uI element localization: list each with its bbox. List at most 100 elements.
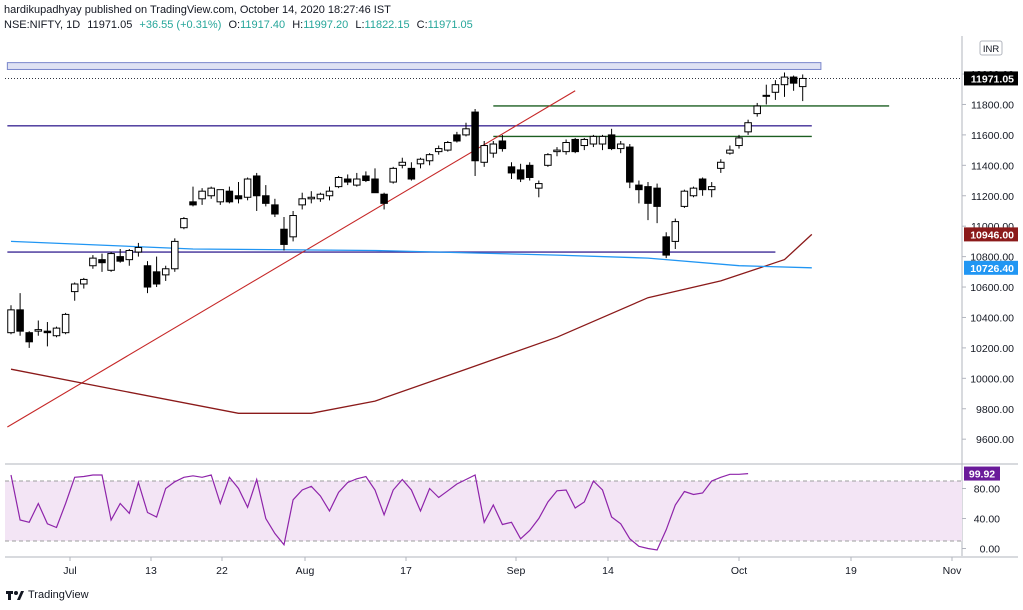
candle <box>598 134 607 151</box>
price-tick-label: 11800.00 <box>971 99 1014 111</box>
rsi-tick-label: 80.00 <box>974 484 1000 496</box>
candle-body <box>753 105 761 115</box>
tradingview-footer: TradingView <box>6 589 89 601</box>
close-value: 11971.05 <box>427 19 473 31</box>
time-tick-label: Sep <box>507 565 526 577</box>
candle <box>216 189 225 205</box>
candle-body <box>271 204 279 215</box>
price-tick-label: 11600.00 <box>971 130 1014 142</box>
currency-label: INR <box>983 44 1000 55</box>
candle <box>407 162 416 181</box>
candle-body <box>143 265 152 288</box>
candle <box>316 192 325 202</box>
candle-body <box>671 221 680 242</box>
candle <box>334 175 343 189</box>
candle <box>525 162 534 181</box>
candle-body <box>362 175 370 182</box>
candle <box>307 191 316 204</box>
time-tick-label: 22 <box>216 565 228 577</box>
candle <box>516 163 525 183</box>
candle-body <box>43 330 52 334</box>
candle <box>389 166 397 184</box>
candle <box>134 242 143 257</box>
candle-body <box>653 187 661 207</box>
candle <box>626 144 634 189</box>
candle <box>143 261 152 294</box>
currency-badge: INR <box>979 40 1003 56</box>
candle <box>471 109 479 176</box>
candle <box>544 153 552 167</box>
price-axis-label-box <box>964 71 1018 86</box>
candle <box>616 140 625 154</box>
candle <box>52 326 61 338</box>
candle <box>371 168 379 194</box>
candle <box>107 252 115 272</box>
candle-body <box>507 166 516 174</box>
candle <box>553 147 561 157</box>
candle <box>207 186 215 199</box>
candle-body <box>207 187 215 197</box>
candle <box>498 134 507 152</box>
candle <box>698 177 707 196</box>
candle-body <box>453 134 461 142</box>
resistance-zone <box>6 62 822 70</box>
price-axis-label-text: 10946.00 <box>970 229 1014 241</box>
candle-body <box>353 178 361 186</box>
candle <box>580 137 589 151</box>
open-label: O: <box>228 19 241 31</box>
candle <box>726 145 734 155</box>
candle <box>689 186 698 198</box>
candle-body <box>171 240 179 270</box>
candle-body <box>343 178 352 183</box>
candle-body <box>698 178 707 191</box>
candle <box>671 218 680 249</box>
candle <box>434 145 443 155</box>
change-value: +36.55 (+0.31%) <box>139 19 222 31</box>
candle-body <box>98 259 106 264</box>
candle-body <box>498 140 507 150</box>
candle-body <box>735 137 743 147</box>
candle <box>780 72 789 97</box>
price-axis-label-box <box>964 227 1018 242</box>
candle <box>644 182 652 221</box>
candle-body <box>70 283 79 293</box>
candle-body <box>598 135 607 145</box>
candle-body <box>152 271 161 285</box>
candle <box>453 131 461 143</box>
moving-average-fast <box>10 240 812 269</box>
candle-body <box>189 201 197 206</box>
candle <box>161 265 170 281</box>
candle <box>16 293 24 336</box>
candle <box>798 74 807 102</box>
candle <box>762 84 771 105</box>
candle <box>234 182 243 204</box>
candle-body <box>380 193 388 204</box>
candle-body <box>398 161 407 166</box>
price-axis-label: 10726.40 <box>964 260 1018 275</box>
rsi-tick-label: 0.00 <box>980 544 1001 556</box>
candle-body <box>289 215 297 238</box>
candle <box>717 159 725 173</box>
candle <box>7 305 15 335</box>
candle-body <box>16 309 24 332</box>
candle <box>152 256 161 288</box>
candle-body <box>707 186 716 191</box>
candle <box>480 140 488 167</box>
candle <box>298 192 306 210</box>
rsi-last-label-text: 99.92 <box>969 469 995 481</box>
low-value: 11822.15 <box>364 19 410 31</box>
candle-body <box>298 198 306 206</box>
candle <box>653 183 661 224</box>
candle-body <box>462 128 470 136</box>
candle-body <box>471 111 479 162</box>
candle-body <box>516 169 525 180</box>
candle-body <box>644 186 652 204</box>
candle <box>289 210 297 242</box>
candle-body <box>589 135 598 145</box>
candle-body <box>535 183 543 189</box>
candle <box>34 320 43 336</box>
candle-body <box>161 268 170 276</box>
price-tick-label: 9800.00 <box>976 404 1014 416</box>
candle-body <box>789 76 798 84</box>
